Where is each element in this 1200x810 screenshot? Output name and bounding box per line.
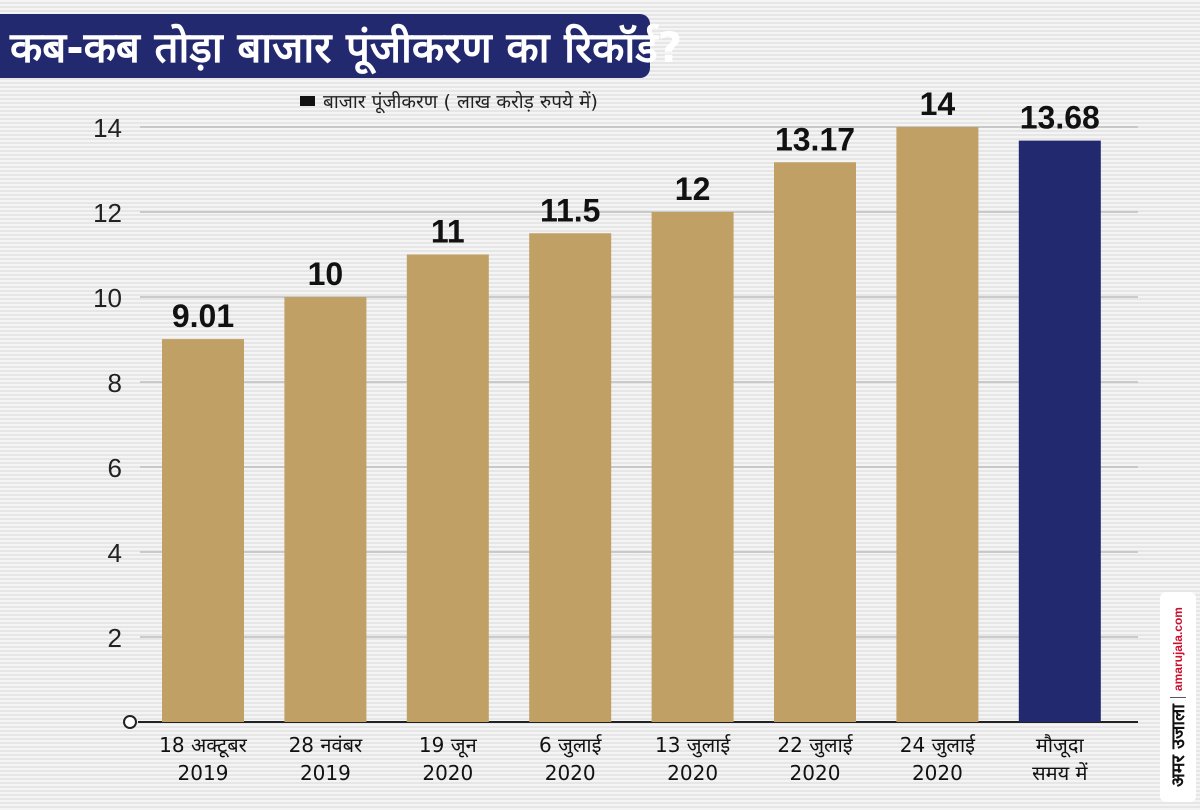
watermark-brand: अमर उजाला <box>1168 704 1190 787</box>
value-label: 13.68 <box>1020 100 1100 136</box>
bar <box>284 297 367 722</box>
y-tick-label: 14 <box>93 113 122 143</box>
value-label: 11 <box>431 214 465 250</box>
value-label: 12 <box>675 171 711 207</box>
value-label: 10 <box>308 256 344 292</box>
x-tick-label: 2020 <box>912 761 963 785</box>
page-title: कब-कब तोड़ा बाजार पूंजीकरण का रिकॉर्ड? <box>10 22 683 72</box>
watermark: अमर उजाला amarujala.com <box>1160 592 1196 802</box>
x-tick-label: 18 अक्टूबर <box>159 733 247 758</box>
bar <box>774 162 856 722</box>
chart-legend: बाजार पूंजीकरण ( लाख करोड़ रुपये में) <box>300 88 598 114</box>
value-label: 13.17 <box>775 121 855 157</box>
y-tick-label: 2 <box>108 623 122 653</box>
x-tick-label: 2020 <box>422 761 473 785</box>
legend-label: बाजार पूंजीकरण ( लाख करोड़ रुपये में) <box>323 91 598 113</box>
bar <box>406 254 489 722</box>
bar <box>529 233 612 722</box>
y-tick-label: 6 <box>108 453 122 483</box>
x-tick-label: समय में <box>1032 761 1088 785</box>
x-tick-label: 2020 <box>667 761 718 785</box>
x-tick-label: 24 जुलाई <box>900 733 976 758</box>
x-tick-label: 2019 <box>178 761 229 785</box>
y-tick-label: 12 <box>93 198 122 228</box>
bar <box>1018 140 1101 723</box>
x-tick-label: 2020 <box>545 761 596 785</box>
y-tick-label: 4 <box>108 538 122 568</box>
x-tick-label: 28 नवंबर <box>289 733 363 757</box>
bar <box>162 339 244 722</box>
x-tick-label: 2020 <box>790 761 841 785</box>
legend-swatch <box>300 96 315 106</box>
watermark-separator <box>1170 697 1187 699</box>
x-tick-label: 2019 <box>300 761 351 785</box>
y-tick-label: 10 <box>93 283 122 313</box>
x-tick-label: मौजूदा <box>1036 733 1085 758</box>
title-banner: कब-कब तोड़ा बाजार पूंजीकरण का रिकॉर्ड? <box>0 14 682 78</box>
value-label: 9.01 <box>172 298 234 334</box>
y-tick-label-zero <box>123 715 137 729</box>
bar <box>896 127 979 722</box>
x-tick-label: 19 जून <box>419 733 478 758</box>
y-tick-label: 8 <box>108 368 122 398</box>
x-tick-label: 6 जुलाई <box>539 733 603 758</box>
x-tick-label: 22 जुलाई <box>777 733 853 758</box>
watermark-site: amarujala.com <box>1171 607 1186 692</box>
value-label: 11.5 <box>540 192 601 228</box>
bar <box>651 212 734 722</box>
x-tick-label: 13 जुलाई <box>655 733 731 758</box>
value-label: 14 <box>920 86 956 122</box>
